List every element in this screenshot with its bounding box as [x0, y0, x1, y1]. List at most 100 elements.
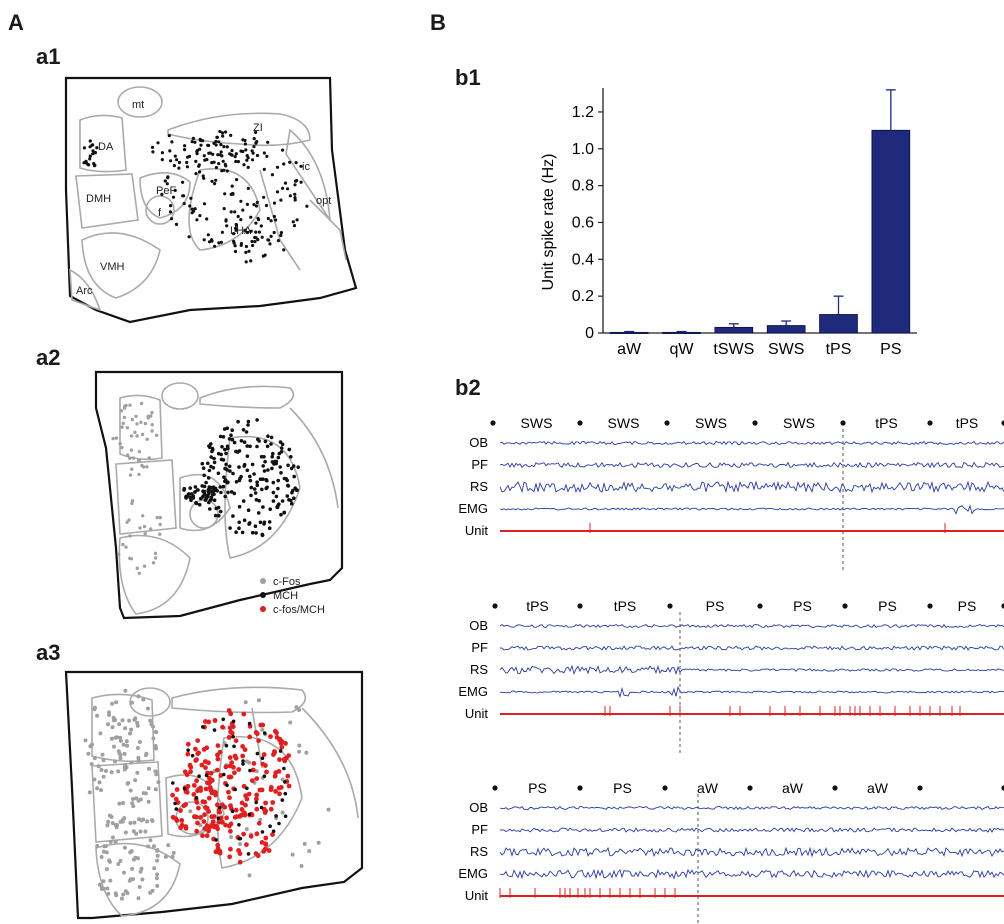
cell-dot — [231, 191, 235, 196]
cell-dot — [88, 139, 92, 143]
cell-dot — [249, 215, 253, 219]
cell-dot — [120, 718, 125, 723]
cell-dot — [202, 489, 207, 494]
cell-dot — [241, 428, 246, 432]
cell-dot — [281, 186, 285, 190]
channel-label: OB — [469, 618, 488, 633]
cell-dot — [97, 882, 102, 887]
cell-dot — [249, 229, 253, 233]
cell-dot — [253, 524, 258, 528]
cell-dot — [174, 807, 179, 811]
cell-dot — [202, 473, 206, 478]
cell-dot — [146, 414, 150, 418]
cell-dot — [249, 778, 255, 783]
cell-dot — [254, 796, 259, 802]
cell-dot — [289, 455, 293, 459]
x-tick-label: tSWS — [713, 341, 754, 358]
cell-dot — [150, 818, 154, 823]
cell-dot — [272, 201, 277, 205]
state-label: tPS — [956, 415, 979, 431]
x-tick-label: PS — [880, 341, 901, 358]
cell-dot — [170, 854, 175, 859]
cell-dot — [255, 140, 259, 144]
cell-dot — [272, 230, 276, 235]
cell-dot — [263, 800, 268, 806]
cell-dot — [292, 224, 297, 228]
cell-dot — [233, 787, 237, 792]
cell-dot — [274, 814, 278, 818]
cell-dot — [123, 889, 128, 894]
cell-dot — [183, 144, 187, 148]
state-label: PS — [528, 780, 547, 796]
cell-dot — [243, 802, 248, 808]
cell-dot — [167, 134, 171, 138]
cell-dot — [197, 774, 201, 778]
bar — [819, 314, 858, 334]
epoch-marker — [1001, 603, 1004, 609]
cell-dot — [222, 145, 226, 149]
cell-dot — [213, 488, 217, 492]
panel-label-b2: b2 — [455, 375, 481, 400]
cell-dot — [128, 877, 133, 882]
legend-swatch-cfos — [260, 578, 266, 584]
cell-dot — [268, 507, 272, 511]
cell-dot — [258, 477, 263, 481]
atlas-a1-regions — [69, 86, 347, 312]
cell-dot — [107, 713, 111, 717]
cell-dot — [156, 780, 161, 785]
cell-dot — [279, 231, 283, 235]
cell-dot — [187, 154, 192, 158]
cell-dot — [235, 450, 240, 454]
cell-dot — [139, 401, 144, 406]
cell-dot — [136, 694, 141, 699]
y-tick-label: 1.2 — [572, 104, 594, 121]
cell-dot — [149, 414, 153, 418]
channel-label: OB — [469, 800, 488, 815]
cell-dot — [101, 879, 106, 884]
cell-dot — [295, 218, 299, 222]
cell-dot — [125, 743, 130, 748]
cell-dot — [200, 799, 206, 805]
cell-dot — [247, 249, 251, 253]
cell-dot — [82, 146, 86, 150]
cell-dot — [206, 828, 212, 834]
cell-dot — [206, 461, 210, 466]
cell-dot — [244, 430, 249, 434]
epoch-marker — [667, 603, 673, 609]
cell-dot — [227, 854, 233, 860]
region-label: ZI — [253, 122, 263, 134]
cell-dot — [231, 471, 235, 476]
cell-dot — [154, 876, 159, 881]
cell-dot — [255, 751, 260, 756]
bars — [609, 89, 911, 334]
cell-dot — [158, 515, 162, 520]
cell-dot — [286, 783, 292, 789]
cell-dot — [146, 844, 151, 849]
cell-dot — [230, 437, 235, 442]
cell-dot — [181, 194, 185, 198]
panel-letter-b: B — [430, 10, 446, 35]
cell-dot — [155, 848, 160, 853]
cell-dot — [143, 829, 148, 834]
eeg-trace — [499, 664, 1004, 676]
cell-dot — [145, 819, 150, 824]
cell-dot — [202, 812, 207, 818]
cell-dot — [129, 727, 134, 732]
cell-dot — [193, 490, 197, 494]
cell-dot — [103, 844, 108, 849]
cell-dot — [248, 833, 254, 839]
cell-dot — [254, 776, 260, 781]
cell-dot — [153, 787, 158, 792]
cell-dot — [191, 783, 197, 788]
cell-dot — [113, 759, 117, 764]
cell-dot — [194, 757, 199, 762]
cell-dot — [129, 448, 134, 452]
cell-dot — [122, 845, 127, 850]
cell-dot — [190, 753, 195, 758]
cell-dot — [278, 749, 283, 753]
cell-dot — [253, 240, 257, 244]
cell-dot — [193, 140, 197, 144]
cell-dot — [234, 223, 239, 227]
cell-dot — [193, 746, 198, 752]
cell-dot — [213, 513, 218, 518]
